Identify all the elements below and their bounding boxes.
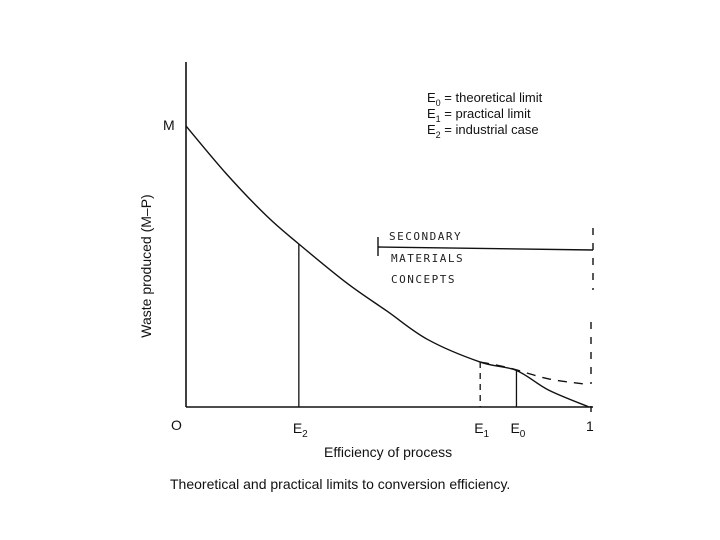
marker-label-e1: E1 <box>474 420 489 440</box>
dashed-curve <box>480 361 590 386</box>
legend-entry: E0 = theoretical limit <box>427 90 543 108</box>
x-axis-title: Efficiency of process <box>324 444 452 460</box>
legend-entry: E1 = practical limit <box>427 106 531 124</box>
annotation-text-line: CONCEPTS <box>391 273 456 286</box>
annotation-text-line: SECONDARY <box>389 230 462 243</box>
legend-entry: E2 = industrial case <box>427 122 539 140</box>
chart-labels: E2 E1 E0 SECONDARY MATERIALS CONCEPTS M O 1 Effic… <box>138 90 594 492</box>
axes <box>185 62 593 408</box>
marker-label-e2: E2 <box>293 420 308 440</box>
waste-curve <box>185 125 590 408</box>
origin-label: O <box>171 417 182 433</box>
y-max-label: M <box>163 117 175 133</box>
y-axis-title: Waste produced (M–P) <box>138 194 154 337</box>
annotation-text-line: MATERIALS <box>391 252 464 265</box>
figure-caption: Theoretical and practical limits to conv… <box>170 476 510 492</box>
annotation-bracket-line <box>377 246 594 251</box>
x-end-label: 1 <box>586 418 594 434</box>
marker-label-e0: E0 <box>510 420 525 440</box>
plot-marks <box>185 125 594 412</box>
